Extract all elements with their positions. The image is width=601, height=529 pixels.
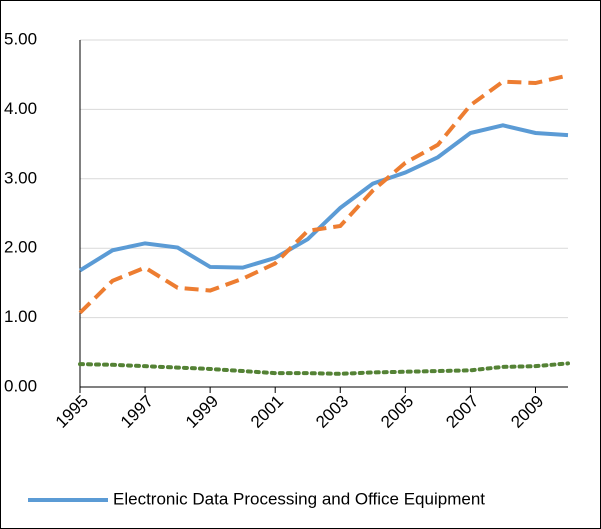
y-tick-label: 2.00 [4,238,37,257]
series-line [78,361,570,376]
y-tick-label: 1.00 [4,307,37,326]
y-tick-label: 5.00 [4,29,37,48]
y-tick-label: 3.00 [4,168,37,187]
y-tick-label: 4.00 [4,99,37,118]
series-line [78,123,569,273]
legend-label: Electronic Data Processing and Office Eq… [113,489,485,508]
series-line [78,73,569,315]
y-tick-label: 0.00 [4,376,37,395]
